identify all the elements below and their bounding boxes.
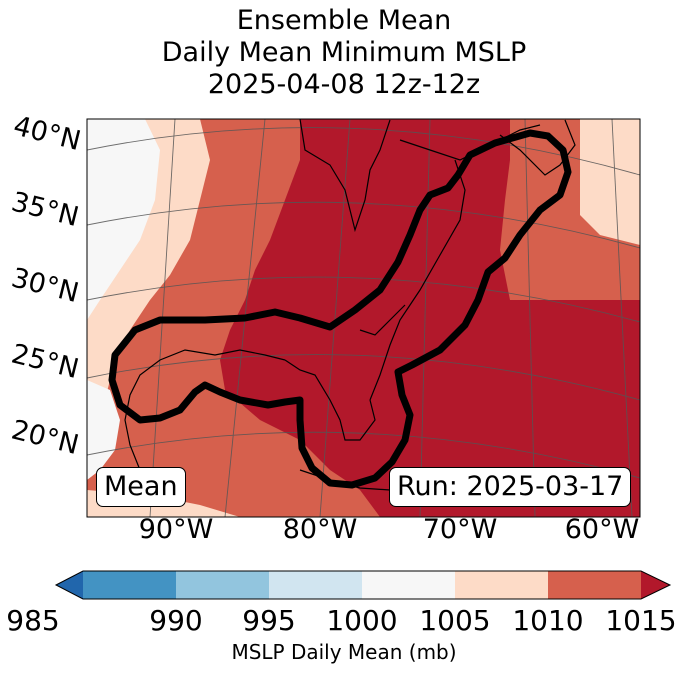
colorbar-frame — [54, 570, 672, 600]
map-panel — [87, 119, 640, 517]
colorbar-tick-990: 990 — [149, 604, 203, 637]
field-1000-1005-west — [87, 119, 160, 320]
colorbar-segment-1010-1015 — [548, 571, 641, 599]
field-1000-1005-southwest — [87, 380, 120, 480]
lon-label-60w: 60°W — [564, 514, 640, 545]
map-frame — [86, 118, 641, 518]
colorbar-tick-995: 995 — [242, 604, 296, 637]
colorbar-segment-1005-1010 — [455, 571, 548, 599]
run-date-box: Run: 2025-03-17 — [389, 467, 632, 507]
colorbar-tick-1000: 1000 — [326, 604, 398, 637]
colorbar-label: MSLP Daily Mean (mb) — [231, 640, 457, 664]
colorbar-extend-low — [56, 571, 83, 599]
graticule — [87, 119, 640, 517]
lon-label-70w: 70°W — [422, 514, 498, 545]
colorbar-segment-985-990 — [83, 571, 176, 599]
lon-label-90w: 90°W — [138, 514, 214, 545]
colorbar-tick-1010: 1010 — [512, 604, 584, 637]
title-line-2: Daily Mean Minimum MSLP — [161, 37, 527, 68]
colorbar-segment-990-995 — [176, 571, 269, 599]
colorbar-tick-1005: 1005 — [419, 604, 491, 637]
lon-label-80w: 80°W — [282, 514, 358, 545]
field-1005-1010-east — [580, 119, 640, 245]
colorbar-extend-high — [641, 571, 670, 599]
ensemble-outline — [108, 129, 572, 489]
colorbar — [54, 570, 672, 600]
colorbar-tick-985: 985 — [6, 604, 60, 637]
mean-label-box: Mean — [96, 467, 186, 507]
title-line-3: 2025-04-08 12z-12z — [207, 69, 481, 100]
colorbar-segment-1000-1005 — [362, 571, 455, 599]
title-line-1: Ensemble Mean — [236, 5, 452, 36]
colorbar-segment-995-1000 — [269, 571, 362, 599]
colorbar-tick-1015: 1015 — [605, 604, 677, 637]
